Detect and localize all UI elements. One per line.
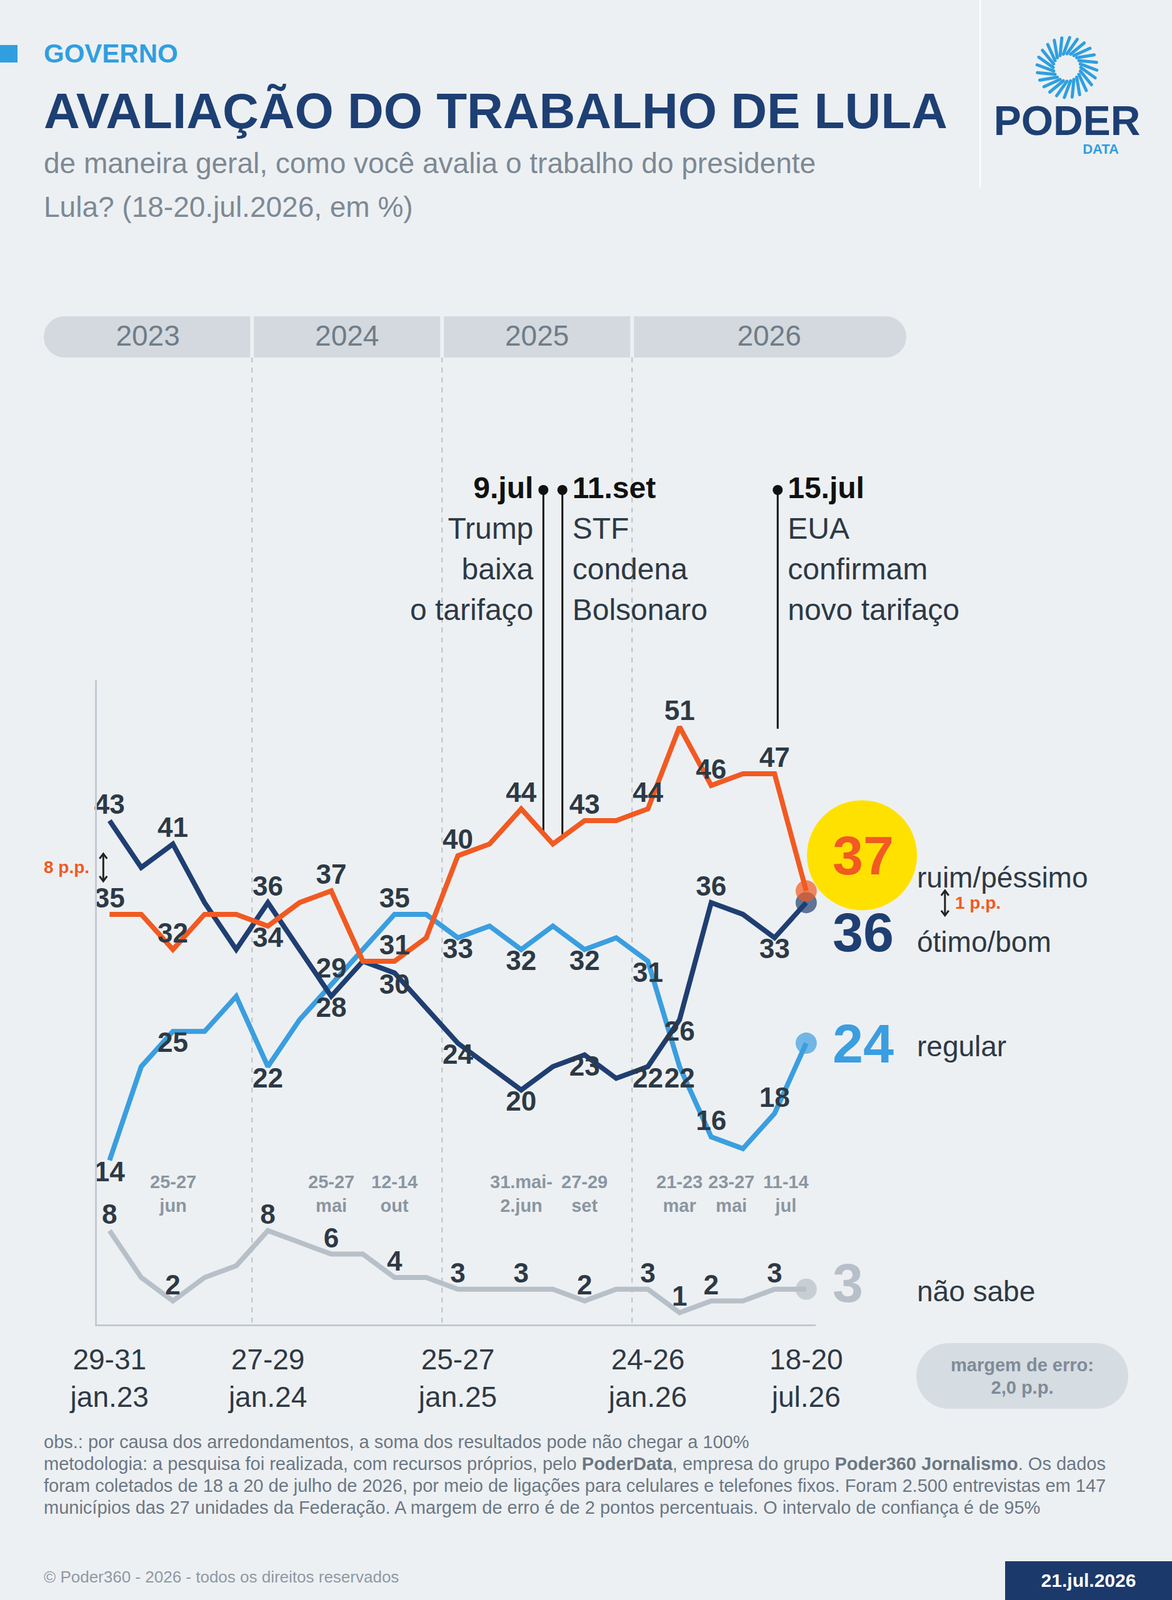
svg-text:18-20jul.26: 18-20jul.26 [769,1343,844,1414]
svg-text:32: 32 [569,945,601,976]
svg-text:22: 22 [632,1062,664,1094]
svg-text:11.set: 11.set [572,471,656,505]
svg-text:1 p.p.: 1 p.p. [955,893,1001,913]
svg-text:41: 41 [157,811,189,843]
svg-text:31.mai-2.jun: 31.mai-2.jun [490,1172,553,1216]
svg-text:25-27jan.25: 25-27jan.25 [417,1343,497,1414]
svg-text:2: 2 [165,1269,181,1301]
svg-text:25-27mai: 25-27mai [308,1172,355,1216]
svg-text:o tarifaço: o tarifaço [410,593,534,627]
svg-text:EUA: EUA [787,511,850,546]
svg-text:não sabe: não sabe [916,1275,1036,1308]
svg-text:29-31jan.23: 29-31jan.23 [69,1343,149,1414]
svg-text:25: 25 [157,1026,189,1058]
svg-text:22: 22 [664,1062,696,1094]
svg-text:confirmam: confirmam [787,552,928,586]
svg-text:37: 37 [315,858,347,890]
svg-text:14: 14 [94,1156,126,1188]
svg-text:47: 47 [759,741,791,773]
svg-text:26: 26 [664,1015,696,1047]
svg-text:37: 37 [832,824,894,887]
html-text:margem de erro: 2,0 p.p.: margem de erro: 2,0 p.p. [950,1354,1094,1398]
svg-text:21-23mar: 21-23mar [656,1172,703,1216]
html-text:21.jul.2026: 21.jul.2026 [1041,1570,1136,1591]
svg-text:12-14out: 12-14out [371,1172,418,1216]
svg-text:20: 20 [505,1085,537,1117]
svg-text:25-27jun: 25-27jun [150,1172,197,1216]
svg-text:46: 46 [695,753,727,785]
svg-text:3: 3 [640,1257,656,1289]
svg-text:33: 33 [759,933,791,964]
svg-text:36: 36 [832,901,894,964]
svg-text:31: 31 [379,929,411,961]
svg-text:43: 43 [94,788,126,820]
svg-text:baixa: baixa [461,552,534,586]
svg-text:18: 18 [759,1081,791,1113]
svg-text:Trump: Trump [447,511,534,546]
svg-text:15.jul: 15.jul [787,471,865,505]
svg-text:22: 22 [252,1062,284,1094]
svg-text:2026: 2026 [736,319,801,352]
svg-text:4: 4 [386,1245,403,1277]
svg-text:24: 24 [832,1012,894,1075]
svg-text:44: 44 [505,776,537,808]
svg-text:2024: 2024 [315,319,379,352]
svg-text:36: 36 [695,870,727,902]
svg-text:2023: 2023 [115,319,180,352]
svg-text:regular: regular [916,1030,1007,1063]
svg-text:31: 31 [632,956,664,988]
svg-text:3: 3 [766,1257,782,1289]
html-text:© Poder360 - 2026 - todos os d: © Poder360 - 2026 - todos os direitos re… [43,1567,400,1587]
svg-text:40: 40 [442,823,474,855]
svg-text:3: 3 [513,1257,529,1289]
svg-text:3: 3 [450,1257,466,1289]
svg-text:8 p.p.: 8 p.p. [43,857,90,877]
svg-text:novo tarifaço: novo tarifaço [787,593,960,627]
svg-text:44: 44 [632,776,664,808]
svg-text:24-26jan.26: 24-26jan.26 [607,1343,687,1414]
html-text:obs.: por causa dos arredondam: obs.: por causa dos arredondamentos, a s… [43,1432,750,1453]
svg-text:32: 32 [505,945,537,976]
svg-text:1: 1 [671,1280,687,1312]
svg-text:23-27mai: 23-27mai [708,1172,755,1216]
svg-text:condena: condena [572,552,688,586]
html-text:metodologia: a pesquisa foi re: metodologia: a pesquisa foi realizada, c… [43,1453,1106,1518]
svg-text:9.jul: 9.jul [473,471,534,505]
svg-text:8: 8 [260,1198,276,1230]
svg-text:16: 16 [695,1105,727,1136]
svg-text:PODER: PODER [993,97,1141,144]
svg-text:28: 28 [315,991,347,1023]
svg-text:36: 36 [252,870,284,902]
html-text:de maneira geral, como você av: de maneira geral, como você avalia o tra… [43,146,816,224]
svg-text:35: 35 [94,882,126,914]
svg-text:34: 34 [252,921,284,953]
svg-text:27-29jan.24: 27-29jan.24 [227,1343,307,1414]
svg-text:11-14jul: 11-14jul [763,1172,809,1216]
svg-text:Bolsonaro: Bolsonaro [572,593,708,627]
svg-text:8: 8 [101,1198,117,1230]
svg-text:2: 2 [576,1269,592,1301]
svg-text:6: 6 [323,1222,339,1254]
html-text:AVALIAÇÃO DO TRABALHO DE LULA: AVALIAÇÃO DO TRABALHO DE LULA [43,83,948,139]
svg-text:35: 35 [379,882,411,914]
svg-text:ruim/péssimo: ruim/péssimo [916,861,1089,894]
svg-text:DATA: DATA [1082,141,1119,157]
svg-text:30: 30 [379,968,411,1000]
html-text:GOVERNO: GOVERNO [43,38,178,69]
svg-text:STF: STF [572,511,630,546]
svg-text:51: 51 [664,695,696,726]
svg-text:27-29set: 27-29set [561,1172,608,1216]
svg-text:2: 2 [703,1269,719,1301]
svg-text:2025: 2025 [505,319,569,352]
svg-text:23: 23 [569,1050,601,1082]
svg-text:33: 33 [442,933,474,964]
svg-text:24: 24 [442,1038,474,1070]
svg-text:3: 3 [832,1252,864,1314]
svg-text:43: 43 [569,788,601,820]
svg-text:32: 32 [157,917,189,949]
svg-text:ótimo/bom: ótimo/bom [916,925,1052,959]
svg-text:29: 29 [315,952,347,984]
